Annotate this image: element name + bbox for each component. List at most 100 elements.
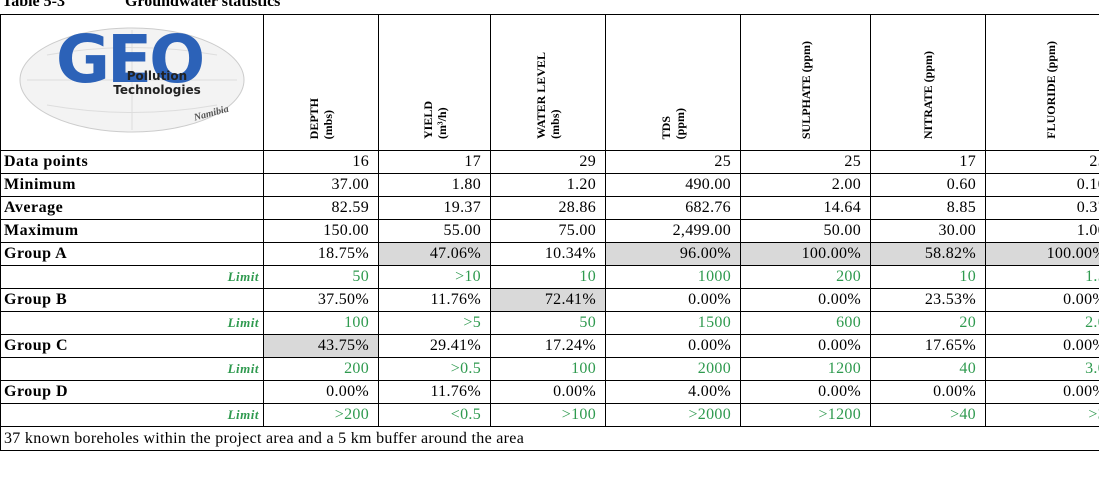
cell: 0.00% bbox=[985, 288, 1099, 312]
row-label: Limit bbox=[0, 403, 264, 427]
cell: 10 bbox=[490, 265, 606, 289]
footer-note: 37 known boreholes within the project ar… bbox=[0, 426, 1099, 451]
header-text: NITRATE (ppm) bbox=[921, 51, 935, 145]
cell: 18.75% bbox=[263, 242, 379, 266]
logo-grid bbox=[27, 30, 237, 130]
cell: 14.64 bbox=[740, 196, 871, 220]
cell: 20 bbox=[870, 311, 986, 335]
header-text: TDS (ppm) bbox=[659, 108, 687, 145]
cell: >5 bbox=[378, 311, 491, 335]
table-title: Table 5-3 Groundwater statistics bbox=[2, 0, 280, 11]
row-label: Group D bbox=[0, 380, 264, 404]
cell: 29 bbox=[490, 150, 606, 174]
cell: 82.59 bbox=[263, 196, 379, 220]
row-label: Group B bbox=[0, 288, 264, 312]
cell: 0.00% bbox=[985, 380, 1099, 404]
cell: 16 bbox=[263, 150, 379, 174]
cell: 682.76 bbox=[605, 196, 741, 220]
cell: 2.0 bbox=[985, 311, 1099, 335]
cell: 96.00% bbox=[605, 242, 741, 266]
cell: 200 bbox=[740, 265, 871, 289]
cell: 0.00% bbox=[740, 380, 871, 404]
cell: 3.0 bbox=[985, 357, 1099, 381]
cell: 50 bbox=[263, 265, 379, 289]
cell: 2000 bbox=[605, 357, 741, 381]
row-label: Maximum bbox=[0, 219, 264, 243]
cell: >100 bbox=[490, 403, 606, 427]
header-unit: (m³/h) bbox=[434, 107, 449, 139]
row-label: Data points bbox=[0, 150, 264, 174]
cell: 100.00% bbox=[740, 242, 871, 266]
column-header: FLUORIDE (ppm) bbox=[985, 14, 1099, 151]
cell: 0.00% bbox=[740, 334, 871, 358]
logo-mark: GEO bbox=[56, 21, 202, 98]
cell: 0.60 bbox=[870, 173, 986, 197]
column-header: YIELD (m³/h) bbox=[378, 14, 491, 151]
cell: 100 bbox=[263, 311, 379, 335]
table-row: Data points16172925251725 bbox=[0, 150, 1099, 174]
column-header: SULPHATE (ppm) bbox=[740, 14, 871, 151]
cell: 25 bbox=[605, 150, 741, 174]
cell: 23.53% bbox=[870, 288, 986, 312]
cell: 0.00% bbox=[870, 380, 986, 404]
cell: 17.65% bbox=[870, 334, 986, 358]
cell: 25 bbox=[985, 150, 1099, 174]
cell: 17 bbox=[870, 150, 986, 174]
cell: 11.76% bbox=[378, 380, 491, 404]
cell: 19.37 bbox=[378, 196, 491, 220]
cell: 50 bbox=[490, 311, 606, 335]
row-label: Limit bbox=[0, 265, 264, 289]
cell: >10 bbox=[378, 265, 491, 289]
cell: 75.00 bbox=[490, 219, 606, 243]
table-number: Table 5-3 bbox=[2, 0, 65, 10]
cell: >200 bbox=[263, 403, 379, 427]
header-unit: (mbs) bbox=[548, 109, 562, 139]
header-text: FLUORIDE (ppm) bbox=[1044, 41, 1058, 145]
table-row: Group A 18.75% 47.06% 10.34% 96.00% 100.00% 58… bbox=[0, 242, 1099, 266]
table-row: Group C 43.75% 29.41% 17.24% 0.00% 0.00% 17.65… bbox=[0, 334, 1099, 358]
cell: <0.5 bbox=[378, 403, 491, 427]
table-row: Maximum 150.00 55.00 75.00 2,499.00 50.00 30.0… bbox=[0, 219, 1099, 243]
table-caption: Groundwater statistics bbox=[124, 0, 281, 10]
cell: 490.00 bbox=[605, 173, 741, 197]
cell: 0.00% bbox=[490, 380, 606, 404]
cell: 58.82% bbox=[870, 242, 986, 266]
cell: 100 bbox=[490, 357, 606, 381]
cell: 47.06% bbox=[378, 242, 491, 266]
header-label: FLUORIDE (ppm) bbox=[1043, 41, 1058, 139]
header-text: DEPTH (mbs) bbox=[307, 98, 335, 145]
cell: 0.00% bbox=[740, 288, 871, 312]
column-header: DEPTH (mbs) bbox=[263, 14, 379, 151]
cell: 200 bbox=[263, 357, 379, 381]
row-label: Group A bbox=[0, 242, 264, 266]
cell: 8.85 bbox=[870, 196, 986, 220]
cell: >3 bbox=[985, 403, 1099, 427]
cell: >2000 bbox=[605, 403, 741, 427]
header-label: WATER LEVEL bbox=[534, 52, 548, 139]
cell: >1200 bbox=[740, 403, 871, 427]
cell: 28.86 bbox=[490, 196, 606, 220]
logo-line1: Pollution bbox=[127, 69, 187, 83]
header-unit: (mbs) bbox=[321, 109, 335, 139]
row-label: Limit bbox=[0, 311, 264, 335]
cell: 55.00 bbox=[378, 219, 491, 243]
cell: 40 bbox=[870, 357, 986, 381]
header-text: WATER LEVEL (mbs) bbox=[534, 52, 562, 145]
cell: 0.37 bbox=[985, 196, 1099, 220]
cell: 1.20 bbox=[490, 173, 606, 197]
cell: 0.00% bbox=[605, 334, 741, 358]
cell: 2,499.00 bbox=[605, 219, 741, 243]
column-header: TDS (ppm) bbox=[605, 14, 741, 151]
cell: 1000 bbox=[605, 265, 741, 289]
header-label: SULPHATE (ppm) bbox=[798, 40, 813, 139]
row-label: Group C bbox=[0, 334, 264, 358]
header-unit: (ppm) bbox=[673, 107, 687, 139]
cell: 1500 bbox=[605, 311, 741, 335]
cell: 4.00% bbox=[605, 380, 741, 404]
cell: 600 bbox=[740, 311, 871, 335]
